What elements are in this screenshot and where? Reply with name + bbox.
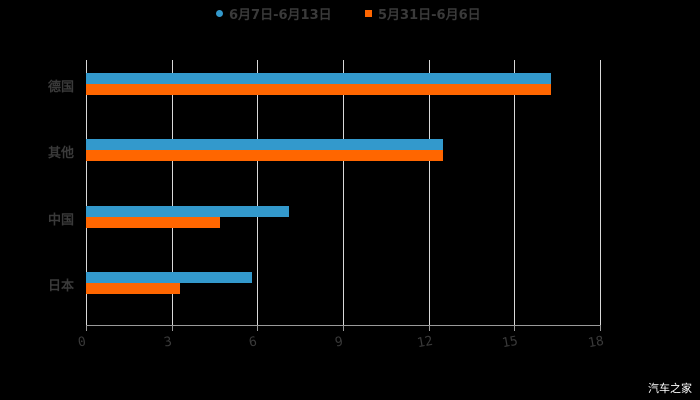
bar-中国-series-2[interactable] <box>86 216 220 228</box>
gridline <box>343 60 344 325</box>
x-tick <box>514 326 515 331</box>
x-tick <box>429 326 430 331</box>
x-tick <box>343 326 344 331</box>
bar-其他-series-1[interactable] <box>86 139 443 151</box>
bar-中国-series-1[interactable] <box>86 205 289 217</box>
x-tick <box>257 326 258 331</box>
legend-circle-icon <box>216 10 223 17</box>
gridline <box>172 60 173 325</box>
x-tick-label: 3 <box>162 334 174 351</box>
x-tick-label: 18 <box>586 333 606 352</box>
x-tick-label: 15 <box>500 333 520 352</box>
gridline <box>86 60 87 325</box>
bar-日本-series-1[interactable] <box>86 271 252 283</box>
bar-日本-series-2[interactable] <box>86 282 180 294</box>
gridline <box>257 60 258 325</box>
x-tick-label: 9 <box>333 334 345 351</box>
x-tick <box>600 326 601 331</box>
gridline <box>514 60 515 325</box>
bar-德国-series-1[interactable] <box>86 73 551 84</box>
y-category-label: 德国 <box>48 80 75 95</box>
gridline <box>429 60 430 325</box>
legend-label: 6月7日-6月13日 <box>229 8 332 23</box>
chart-legend: 6月7日-6月13日 5月31日-6月6日 <box>0 4 700 24</box>
legend-label: 5月31日-6月6日 <box>378 8 481 23</box>
x-tick <box>86 326 87 331</box>
x-axis-line <box>86 325 601 326</box>
gridline <box>600 60 601 325</box>
x-tick-label: 6 <box>247 334 259 351</box>
y-category-label: 中国 <box>48 212 75 228</box>
legend-square-icon <box>365 10 372 17</box>
x-tick-label: 12 <box>415 333 435 352</box>
bar-德国-series-2[interactable] <box>86 84 551 95</box>
x-tick <box>172 326 173 331</box>
legend-item-series-2[interactable]: 5月31日-6月6日 <box>365 4 481 23</box>
y-category-label: 其他 <box>48 146 75 162</box>
watermark: 汽车之家 <box>648 382 692 395</box>
y-category-label: 日本 <box>48 278 75 294</box>
legend-item-series-1[interactable]: 6月7日-6月13日 <box>216 4 332 23</box>
bar-其他-series-2[interactable] <box>86 150 443 162</box>
x-tick-label: 0 <box>76 334 88 351</box>
